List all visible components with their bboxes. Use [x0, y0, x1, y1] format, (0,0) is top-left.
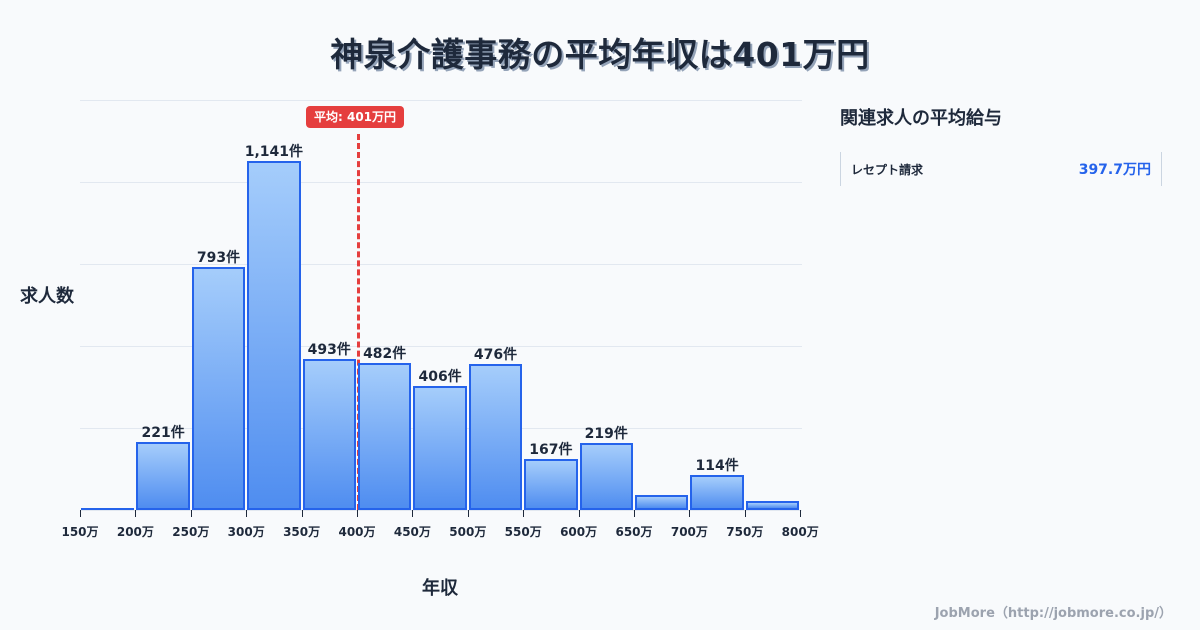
histogram-bar[interactable]: [247, 160, 301, 510]
histogram-bar[interactable]: [745, 501, 800, 510]
bar-value-label: 1,141件: [244, 143, 304, 160]
bar-value-label: 793件: [196, 250, 241, 267]
bar-value-label: 221件: [141, 425, 185, 442]
x-tick-label: 450万: [393, 525, 431, 539]
gridline: [80, 264, 802, 265]
mean-badge: 平均: 401万円: [306, 106, 405, 128]
bar-value-label: 476件: [473, 347, 518, 364]
gridline: [80, 182, 802, 183]
x-tick: [246, 510, 248, 517]
related-salary-title: 関連求人の平均給与: [840, 108, 1002, 129]
x-tick: [634, 510, 635, 517]
bar-value-label: 482件: [363, 345, 407, 362]
histogram-bar[interactable]: [635, 494, 689, 510]
x-tick: [467, 510, 469, 517]
related-salary-panel: 関連求人の平均給与 レセプト請求 397.7万円: [840, 104, 1170, 186]
y-axis-label: 求人数: [20, 286, 74, 307]
x-tick: [357, 510, 358, 517]
histogram-chart: 求人数 年収 平均: 401万円 221件 793件 1,141件 493件 482件 4…: [20, 100, 819, 599]
gridline: [80, 100, 802, 101]
related-job-row[interactable]: レセプト請求 397.7万円: [840, 152, 1162, 186]
footer-credit: JobMore（http://jobmore.co.jp/）: [934, 606, 1172, 621]
histogram-bar[interactable]: [136, 442, 190, 510]
histogram-bar[interactable]: [81, 508, 135, 510]
x-tick: [190, 510, 192, 517]
x-tick: [689, 510, 691, 517]
histogram-bar[interactable]: [690, 475, 744, 510]
histogram-bar[interactable]: [302, 359, 356, 510]
x-tick-label: 600万: [560, 525, 598, 539]
x-tick-label: 200万: [116, 525, 154, 539]
x-tick-label: 800万: [781, 525, 819, 539]
x-tick-label: 650万: [615, 525, 653, 539]
x-tick: [578, 510, 580, 517]
related-job-name: レセプト請求: [851, 162, 924, 177]
x-tick-label: 550万: [504, 525, 542, 539]
x-tick: [800, 510, 802, 517]
x-tick-label: 150万: [61, 525, 99, 539]
x-tick-label: 350万: [283, 525, 321, 539]
x-tick-label: 250万: [172, 525, 210, 539]
page-title: 神泉介護事務の平均年収は401万円: [330, 35, 870, 74]
x-tick-label: 700万: [670, 525, 708, 539]
gridline: [80, 510, 802, 511]
bar-value-label: 219件: [584, 425, 628, 442]
bar-value-label: 114件: [695, 458, 739, 475]
x-tick-label: 300万: [227, 525, 265, 539]
histogram-bar[interactable]: [191, 267, 246, 510]
x-tick-label: 750万: [726, 525, 764, 539]
histogram-bar[interactable]: [413, 385, 467, 510]
related-job-salary: 397.7万円: [1078, 162, 1151, 178]
mean-line: [357, 134, 360, 510]
x-tick: [135, 510, 137, 517]
gridline: [80, 346, 802, 347]
x-axis-label: 年収: [422, 578, 458, 599]
x-tick: [744, 510, 746, 517]
histogram-bar[interactable]: [468, 364, 523, 510]
x-tick: [523, 510, 525, 517]
bar-value-label: 493件: [307, 342, 351, 359]
x-tick: [301, 510, 303, 517]
histogram-bar[interactable]: [524, 458, 578, 510]
histogram-bar[interactable]: [579, 442, 633, 510]
x-tick: [80, 510, 81, 517]
histogram-bar[interactable]: [358, 362, 412, 510]
bar-value-label: 167件: [529, 441, 573, 458]
x-tick-label: 500万: [449, 525, 487, 539]
x-tick-label: 400万: [338, 525, 376, 539]
bar-value-label: 406件: [418, 368, 462, 385]
x-tick: [412, 510, 414, 517]
